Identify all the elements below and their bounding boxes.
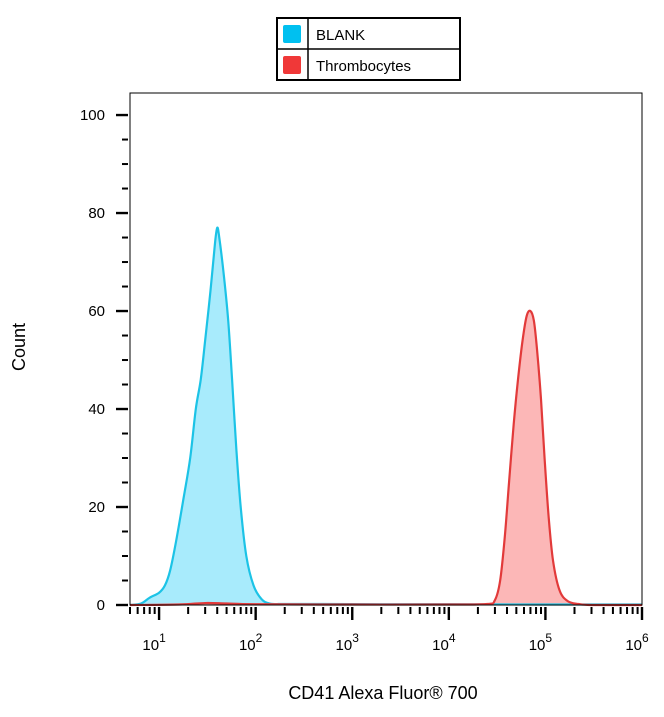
x-axis-title: CD41 Alexa Fluor® 700 (288, 683, 477, 703)
series-line-thrombocytes (129, 309, 643, 607)
y-axis: 0 20 40 60 80 100 (80, 107, 128, 614)
y-tick-label: 80 (88, 205, 105, 222)
x-tick-label: 105 (529, 631, 553, 654)
x-tick-label: 106 (625, 631, 649, 654)
series-area-thrombocytes (130, 310, 642, 605)
y-axis-title: Count (9, 323, 29, 371)
legend-label-blank: BLANK (316, 27, 365, 44)
plot-area (129, 92, 643, 607)
y-tick-label: 0 (97, 597, 105, 614)
y-tick-label: 100 (80, 107, 105, 124)
x-axis: 101 102 103 104 105 106 (129, 607, 649, 654)
y-tick-label: 60 (88, 303, 105, 320)
legend-swatch-blank (283, 25, 301, 43)
legend-swatch-thrombocytes (283, 56, 301, 74)
series-area-blank (130, 227, 642, 605)
x-tick-label: 102 (239, 631, 263, 654)
legend-label-thrombocytes: Thrombocytes (316, 58, 411, 75)
x-tick-label: 101 (142, 631, 166, 654)
plot-frame (129, 92, 643, 606)
x-tick-label: 103 (336, 631, 360, 654)
y-tick-label: 40 (88, 401, 105, 418)
y-tick-label: 20 (88, 499, 105, 516)
legend: BLANK Thrombocytes (276, 17, 461, 81)
x-tick-label: 104 (432, 631, 456, 654)
